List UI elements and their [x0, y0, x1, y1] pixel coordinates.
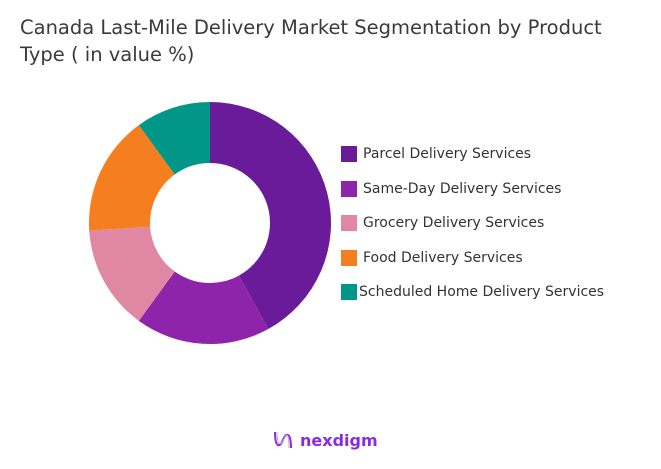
slice-parcel-delivery-services [210, 102, 332, 330]
legend-label: Grocery Delivery Services [363, 215, 545, 231]
legend-label: Same-Day Delivery Services [363, 180, 562, 197]
legend-swatch [341, 249, 357, 266]
legend-swatch [341, 146, 357, 162]
legend-swatch [341, 284, 357, 300]
slice-food-delivery-services [89, 125, 175, 231]
legend-label: Food Delivery Services [363, 249, 523, 266]
nexdigm-logo: nexdigm [272, 430, 378, 450]
legend-item: Same-Day Delivery Services [341, 180, 562, 197]
legend-label: Parcel Delivery Services [363, 146, 532, 162]
legend-swatch [341, 215, 357, 231]
logo-icon [274, 431, 292, 449]
slice-same-day-delivery-services [138, 271, 269, 344]
legend-item: Scheduled Home Delivery Services [341, 284, 604, 300]
legend-item: Food Delivery Services [341, 249, 523, 266]
slice-scheduled-home-delivery-services [138, 102, 210, 175]
legend-swatch [341, 180, 357, 197]
legend-label: Scheduled Home Delivery Services [359, 284, 605, 300]
legend-item: Grocery Delivery Services [341, 215, 544, 231]
legend-item: Parcel Delivery Services [341, 146, 531, 162]
slice-grocery-delivery-services [89, 226, 175, 321]
chart-title: Canada Last-Mile Delivery Market Segment… [20, 16, 602, 66]
logo-text: nexdigm [300, 430, 378, 450]
